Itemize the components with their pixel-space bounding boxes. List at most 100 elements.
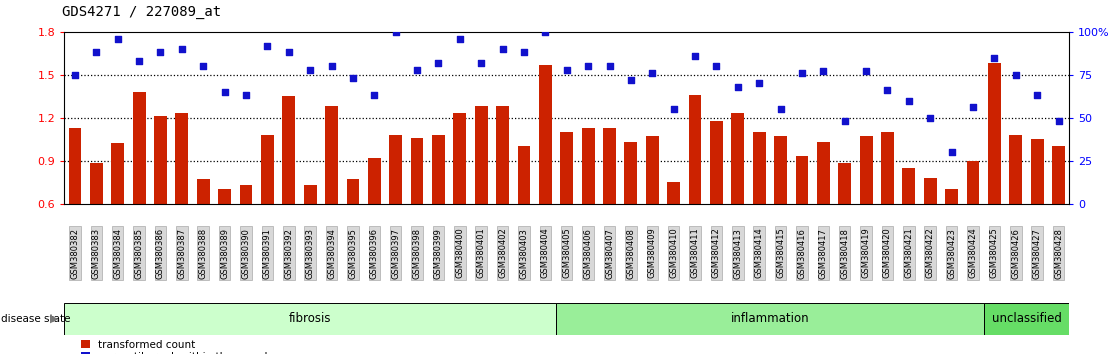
Bar: [646, 136, 658, 204]
Text: GSM380384: GSM380384: [113, 228, 122, 279]
Bar: [561, 132, 573, 204]
Text: GSM380412: GSM380412: [712, 228, 721, 279]
Point: [1028, 92, 1046, 98]
Bar: [239, 185, 253, 204]
Bar: [90, 164, 103, 204]
Text: GSM380393: GSM380393: [306, 228, 315, 279]
Point: [771, 106, 789, 112]
Text: GSM380427: GSM380427: [1033, 228, 1042, 279]
Bar: [347, 179, 359, 204]
Point: [280, 50, 298, 55]
Point: [601, 63, 618, 69]
Bar: [710, 121, 722, 204]
Bar: [411, 138, 423, 204]
Point: [472, 60, 490, 65]
Text: GSM380392: GSM380392: [285, 228, 294, 279]
Bar: [496, 106, 509, 204]
Text: GSM380399: GSM380399: [434, 228, 443, 279]
Text: GSM380400: GSM380400: [455, 228, 464, 279]
Point: [835, 118, 853, 124]
Legend: transformed count, percentile rank within the sample: transformed count, percentile rank withi…: [81, 340, 274, 354]
Text: GSM380416: GSM380416: [798, 228, 807, 279]
Bar: [731, 113, 745, 204]
Text: GSM380402: GSM380402: [499, 228, 507, 279]
Bar: [817, 142, 830, 204]
Bar: [64, 303, 556, 335]
Bar: [175, 113, 188, 204]
Text: GSM380398: GSM380398: [412, 228, 421, 279]
Text: GSM380391: GSM380391: [263, 228, 271, 279]
Bar: [988, 63, 1001, 204]
Text: GSM380395: GSM380395: [348, 228, 358, 279]
Text: GSM380417: GSM380417: [819, 228, 828, 279]
Bar: [517, 146, 531, 204]
Point: [301, 67, 319, 73]
Point: [216, 89, 234, 95]
Point: [686, 53, 704, 59]
Bar: [197, 179, 209, 204]
Bar: [1009, 135, 1023, 204]
Text: GDS4271 / 227089_at: GDS4271 / 227089_at: [62, 5, 222, 19]
Point: [494, 46, 512, 52]
Bar: [1053, 146, 1065, 204]
Bar: [556, 303, 984, 335]
Text: GSM380421: GSM380421: [904, 228, 913, 279]
Bar: [453, 113, 466, 204]
Bar: [924, 178, 936, 204]
Text: GSM380389: GSM380389: [220, 228, 229, 279]
Text: GSM380406: GSM380406: [584, 228, 593, 279]
Text: GSM380386: GSM380386: [156, 228, 165, 279]
Text: GSM380424: GSM380424: [968, 228, 977, 279]
Bar: [796, 156, 809, 204]
Point: [173, 46, 191, 52]
Bar: [966, 161, 979, 204]
Point: [408, 67, 425, 73]
Point: [922, 115, 940, 120]
Text: GSM380425: GSM380425: [989, 228, 999, 279]
Text: GSM380423: GSM380423: [947, 228, 956, 279]
Bar: [860, 136, 872, 204]
Point: [1007, 72, 1025, 78]
Point: [66, 72, 84, 78]
Text: GSM380394: GSM380394: [327, 228, 336, 279]
Point: [750, 81, 768, 86]
Bar: [133, 92, 145, 204]
Point: [322, 63, 340, 69]
Point: [943, 149, 961, 155]
Point: [793, 70, 811, 76]
Text: GSM380420: GSM380420: [883, 228, 892, 279]
Text: GSM380404: GSM380404: [541, 228, 550, 279]
Text: GSM380387: GSM380387: [177, 228, 186, 279]
Bar: [881, 132, 894, 204]
Point: [515, 50, 533, 55]
Point: [1049, 118, 1067, 124]
Point: [665, 106, 683, 112]
Text: GSM380409: GSM380409: [648, 228, 657, 279]
Text: GSM380388: GSM380388: [198, 228, 207, 279]
Point: [430, 60, 448, 65]
Bar: [69, 128, 81, 204]
Point: [345, 75, 362, 81]
Text: unclassified: unclassified: [992, 312, 1061, 325]
Point: [858, 69, 875, 74]
Bar: [1030, 139, 1044, 204]
Text: GSM380383: GSM380383: [92, 228, 101, 279]
Text: GSM380385: GSM380385: [134, 228, 144, 279]
Bar: [475, 106, 488, 204]
Point: [964, 104, 982, 110]
Bar: [218, 189, 232, 204]
Bar: [625, 142, 637, 204]
Text: GSM380403: GSM380403: [520, 228, 529, 279]
Text: GSM380422: GSM380422: [926, 228, 935, 279]
Text: GSM380397: GSM380397: [391, 228, 400, 279]
Text: GSM380410: GSM380410: [669, 228, 678, 279]
Text: GSM380428: GSM380428: [1054, 228, 1063, 279]
Text: GSM380426: GSM380426: [1012, 228, 1020, 279]
Text: GSM380405: GSM380405: [562, 228, 572, 279]
Point: [88, 50, 105, 55]
Bar: [389, 135, 402, 204]
Text: GSM380418: GSM380418: [840, 228, 849, 279]
Point: [708, 63, 726, 69]
Point: [814, 69, 832, 74]
Point: [131, 58, 148, 64]
